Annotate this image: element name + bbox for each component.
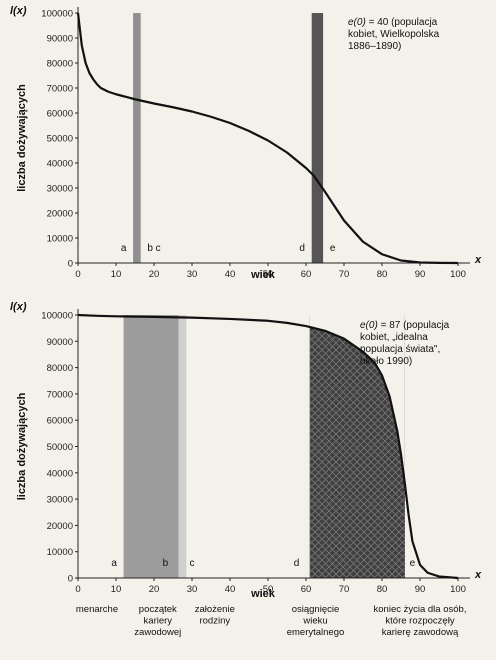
chart2-caption-2: zawodowej: [134, 627, 181, 638]
chart1-marker-bc: b c: [147, 243, 160, 254]
chart2-marker-c: c: [190, 558, 195, 569]
chart2-caption-1: menarche: [76, 604, 118, 615]
chart1-y-tick-label: 60000: [47, 109, 73, 120]
chart1-x-symbol: x: [474, 254, 482, 266]
chart2-band-2: [178, 315, 187, 578]
chart1-e0-annotation: e(0) = 40 (populacja: [348, 17, 438, 28]
chart2-caption-5: koniec życia dla osób,: [374, 604, 467, 615]
chart2-caption-3: założenie: [195, 604, 235, 615]
chart2-x-tick-label: 20: [149, 584, 160, 595]
chart1-marker-a: a: [121, 243, 127, 254]
chart1-annotation-line: kobiet, Wielkopolska: [348, 29, 440, 40]
chart1-x-tick-label: 80: [377, 269, 388, 280]
chart2-x-tick-label: 80: [377, 584, 388, 595]
chart2-y-tick-label: 50000: [47, 442, 73, 453]
chart2-y-tick-label: 30000: [47, 495, 73, 506]
chart1-x-tick-label: 60: [301, 269, 312, 280]
chart2-y-tick-label: 40000: [47, 468, 73, 479]
chart2-x-tick-label: 60: [301, 584, 312, 595]
chart1-y-tick-label: 80000: [47, 59, 73, 70]
chart1-y-axis-title: liczba dożywających: [16, 84, 28, 192]
chart1-y-tick-label: 90000: [47, 34, 73, 45]
chart2-caption-4: osiągnięcie: [292, 604, 340, 615]
chart2-caption-3: rodziny: [199, 616, 230, 627]
chart1-x-tick-label: 20: [149, 269, 160, 280]
chart2-x-tick-label: 30: [187, 584, 198, 595]
chart2-y-tick-label: 20000: [47, 521, 73, 532]
chart2-marker-a: a: [111, 558, 117, 569]
chart1-y-tick-label: 0: [68, 259, 73, 270]
chart2-annotation-line: kobiet, „idealna: [360, 332, 428, 343]
chart2-y-tick-label: 90000: [47, 337, 73, 348]
chart2-caption-2: początek: [139, 604, 177, 615]
chart1-annotation-line: 1886–1890): [348, 41, 401, 52]
chart2-caption-4: wieku: [302, 616, 327, 627]
chart2-x-tick-label: 70: [339, 584, 350, 595]
chart2-y-tick-label: 0: [68, 574, 73, 585]
chart2-marker-e: e: [410, 558, 416, 569]
chart1-x-tick-label: 70: [339, 269, 350, 280]
chart2-band-mask: [309, 315, 405, 484]
chart2-x-tick-label: 0: [75, 584, 80, 595]
chart2-hatched-area: [309, 326, 405, 578]
chart2-survival-curve: [77, 313, 459, 580]
chart2-y-axis-title: liczba dożywających: [16, 392, 28, 500]
chart1-y-tick-label: 50000: [47, 134, 73, 145]
chart2-y-tick-label: 100000: [41, 311, 73, 322]
chart1-x-tick-label: 0: [75, 269, 80, 280]
chart1-x-tick-label: 30: [187, 269, 198, 280]
chart2-y-tick-label: 80000: [47, 363, 73, 374]
chart1-y-tick-label: 100000: [41, 9, 73, 20]
chart2-e0-annotation: e(0) = 87 (populacja: [360, 320, 450, 331]
chart1-marker-d: d: [299, 243, 305, 254]
chart2-l-of-x-label: l(x): [10, 301, 27, 313]
chart1-y-tick-label: 70000: [47, 84, 73, 95]
chart2-caption-5: karierę zawodową: [382, 627, 459, 638]
chart1-x-tick-label: 100: [450, 269, 466, 280]
chart2-y-tick-label: 10000: [47, 547, 73, 558]
chart2-caption-5: które rozpoczęły: [385, 616, 454, 627]
chart1-x-tick-label: 10: [111, 269, 122, 280]
chart1-band-1: [133, 13, 141, 263]
chart2-x-tick-label: 50: [263, 584, 274, 595]
chart1-y-tick-label: 10000: [47, 234, 73, 245]
chart1-x-tick-label: 40: [225, 269, 236, 280]
chart1-x-tick-label: 90: [415, 269, 426, 280]
chart2-band-1: [123, 315, 179, 578]
chart1-y-tick-label: 40000: [47, 159, 73, 170]
chart1-y-tick-label: 30000: [47, 184, 73, 195]
chart2-x-axis-title: wiek: [250, 588, 276, 600]
chart2-marker-b: b: [163, 558, 169, 569]
chart2-annotation-line: około 1990): [360, 356, 412, 367]
chart1-survival-curve: [76, 12, 459, 265]
chart1-band-2: [311, 13, 324, 263]
chart1-l-of-x-label: l(x): [10, 5, 27, 17]
chart2-x-tick-label: 10: [111, 584, 122, 595]
chart2-y-tick-label: 70000: [47, 389, 73, 400]
chart2-annotation-line: populacja świata",: [360, 344, 440, 355]
chart2-y-tick-label: 60000: [47, 416, 73, 427]
chart2-caption-2: kariery: [144, 616, 173, 627]
chart2-x-tick-label: 100: [450, 584, 466, 595]
chart1-x-tick-label: 50: [263, 269, 274, 280]
chart2-caption-4: emerytalnego: [287, 627, 345, 638]
chart1-y-tick-label: 20000: [47, 209, 73, 220]
chart1-x-axis-title: wiek: [250, 269, 276, 281]
chart2-x-tick-label: 90: [415, 584, 426, 595]
chart1-marker-e: e: [330, 243, 336, 254]
chart2-x-symbol: x: [474, 569, 482, 581]
chart2-x-tick-label: 40: [225, 584, 236, 595]
chart2-marker-d: d: [294, 558, 300, 569]
